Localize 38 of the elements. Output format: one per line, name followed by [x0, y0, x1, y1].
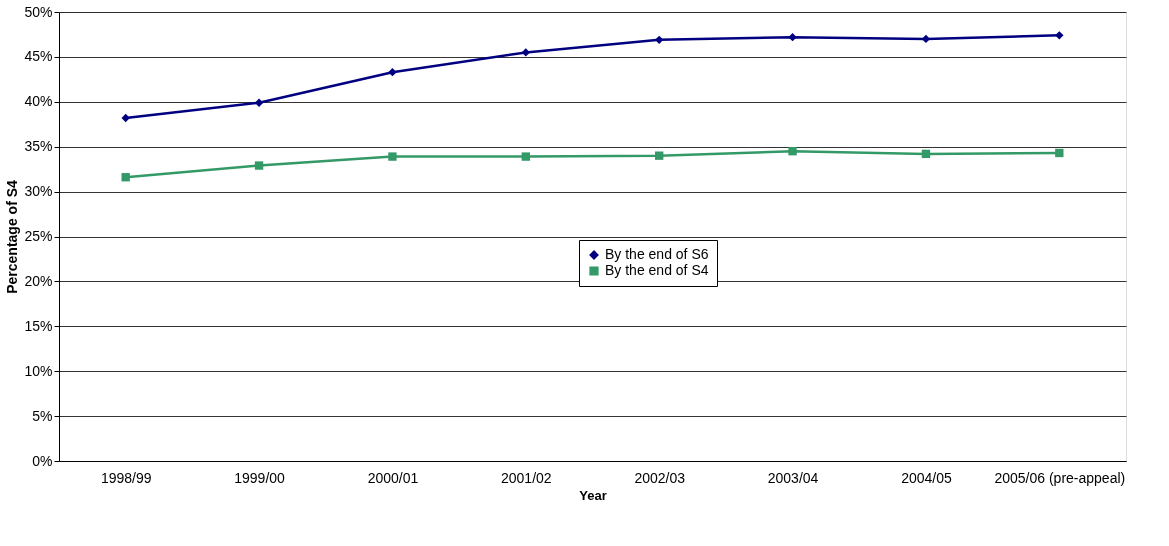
point — [254, 161, 264, 170]
x-tick-label: 1999/00 — [234, 469, 286, 486]
x-tick-label: 2001/02 — [501, 469, 552, 486]
point — [655, 35, 664, 45]
legend-label: By the end of S4 — [605, 262, 709, 278]
y-tick-label: 40% — [24, 93, 53, 110]
y-tick-label: 35% — [24, 138, 53, 155]
x-tick-label: 1998/99 — [100, 469, 152, 486]
point — [388, 67, 397, 77]
y-tick-label: 45% — [24, 48, 53, 65]
y-tick-label: 25% — [24, 228, 53, 244]
y-tick-label: 0% — [32, 452, 53, 469]
y-tick-label: 5% — [32, 407, 53, 424]
point — [521, 152, 530, 161]
y-tick-label: 10% — [24, 362, 53, 379]
point — [655, 151, 664, 160]
point — [121, 173, 130, 182]
point — [788, 32, 797, 42]
y-tick-label: 30% — [24, 183, 53, 200]
point — [1055, 31, 1064, 40]
point — [788, 147, 797, 156]
point — [388, 152, 397, 161]
legend-label: By the end of S6 — [605, 246, 709, 262]
x-tick-label: 2005/06 (pre-appeal) — [994, 469, 1126, 486]
x-tick-label: 2002/03 — [634, 469, 686, 486]
y-tick-label: 50% — [24, 3, 53, 20]
point — [1055, 148, 1064, 158]
y-axis-title: Percentage of S4 — [4, 179, 21, 294]
point — [921, 149, 931, 159]
x-axis-title: Year — [579, 487, 607, 503]
x-tick-label: 2004/05 — [901, 469, 952, 486]
point — [121, 113, 130, 123]
x-tick-label: 2000/01 — [367, 469, 419, 486]
point — [254, 98, 264, 107]
point — [521, 48, 530, 57]
x-tick-label: 2003/04 — [767, 469, 819, 486]
y-tick-label: 20% — [24, 272, 53, 289]
y-tick-label: 15% — [24, 317, 53, 334]
